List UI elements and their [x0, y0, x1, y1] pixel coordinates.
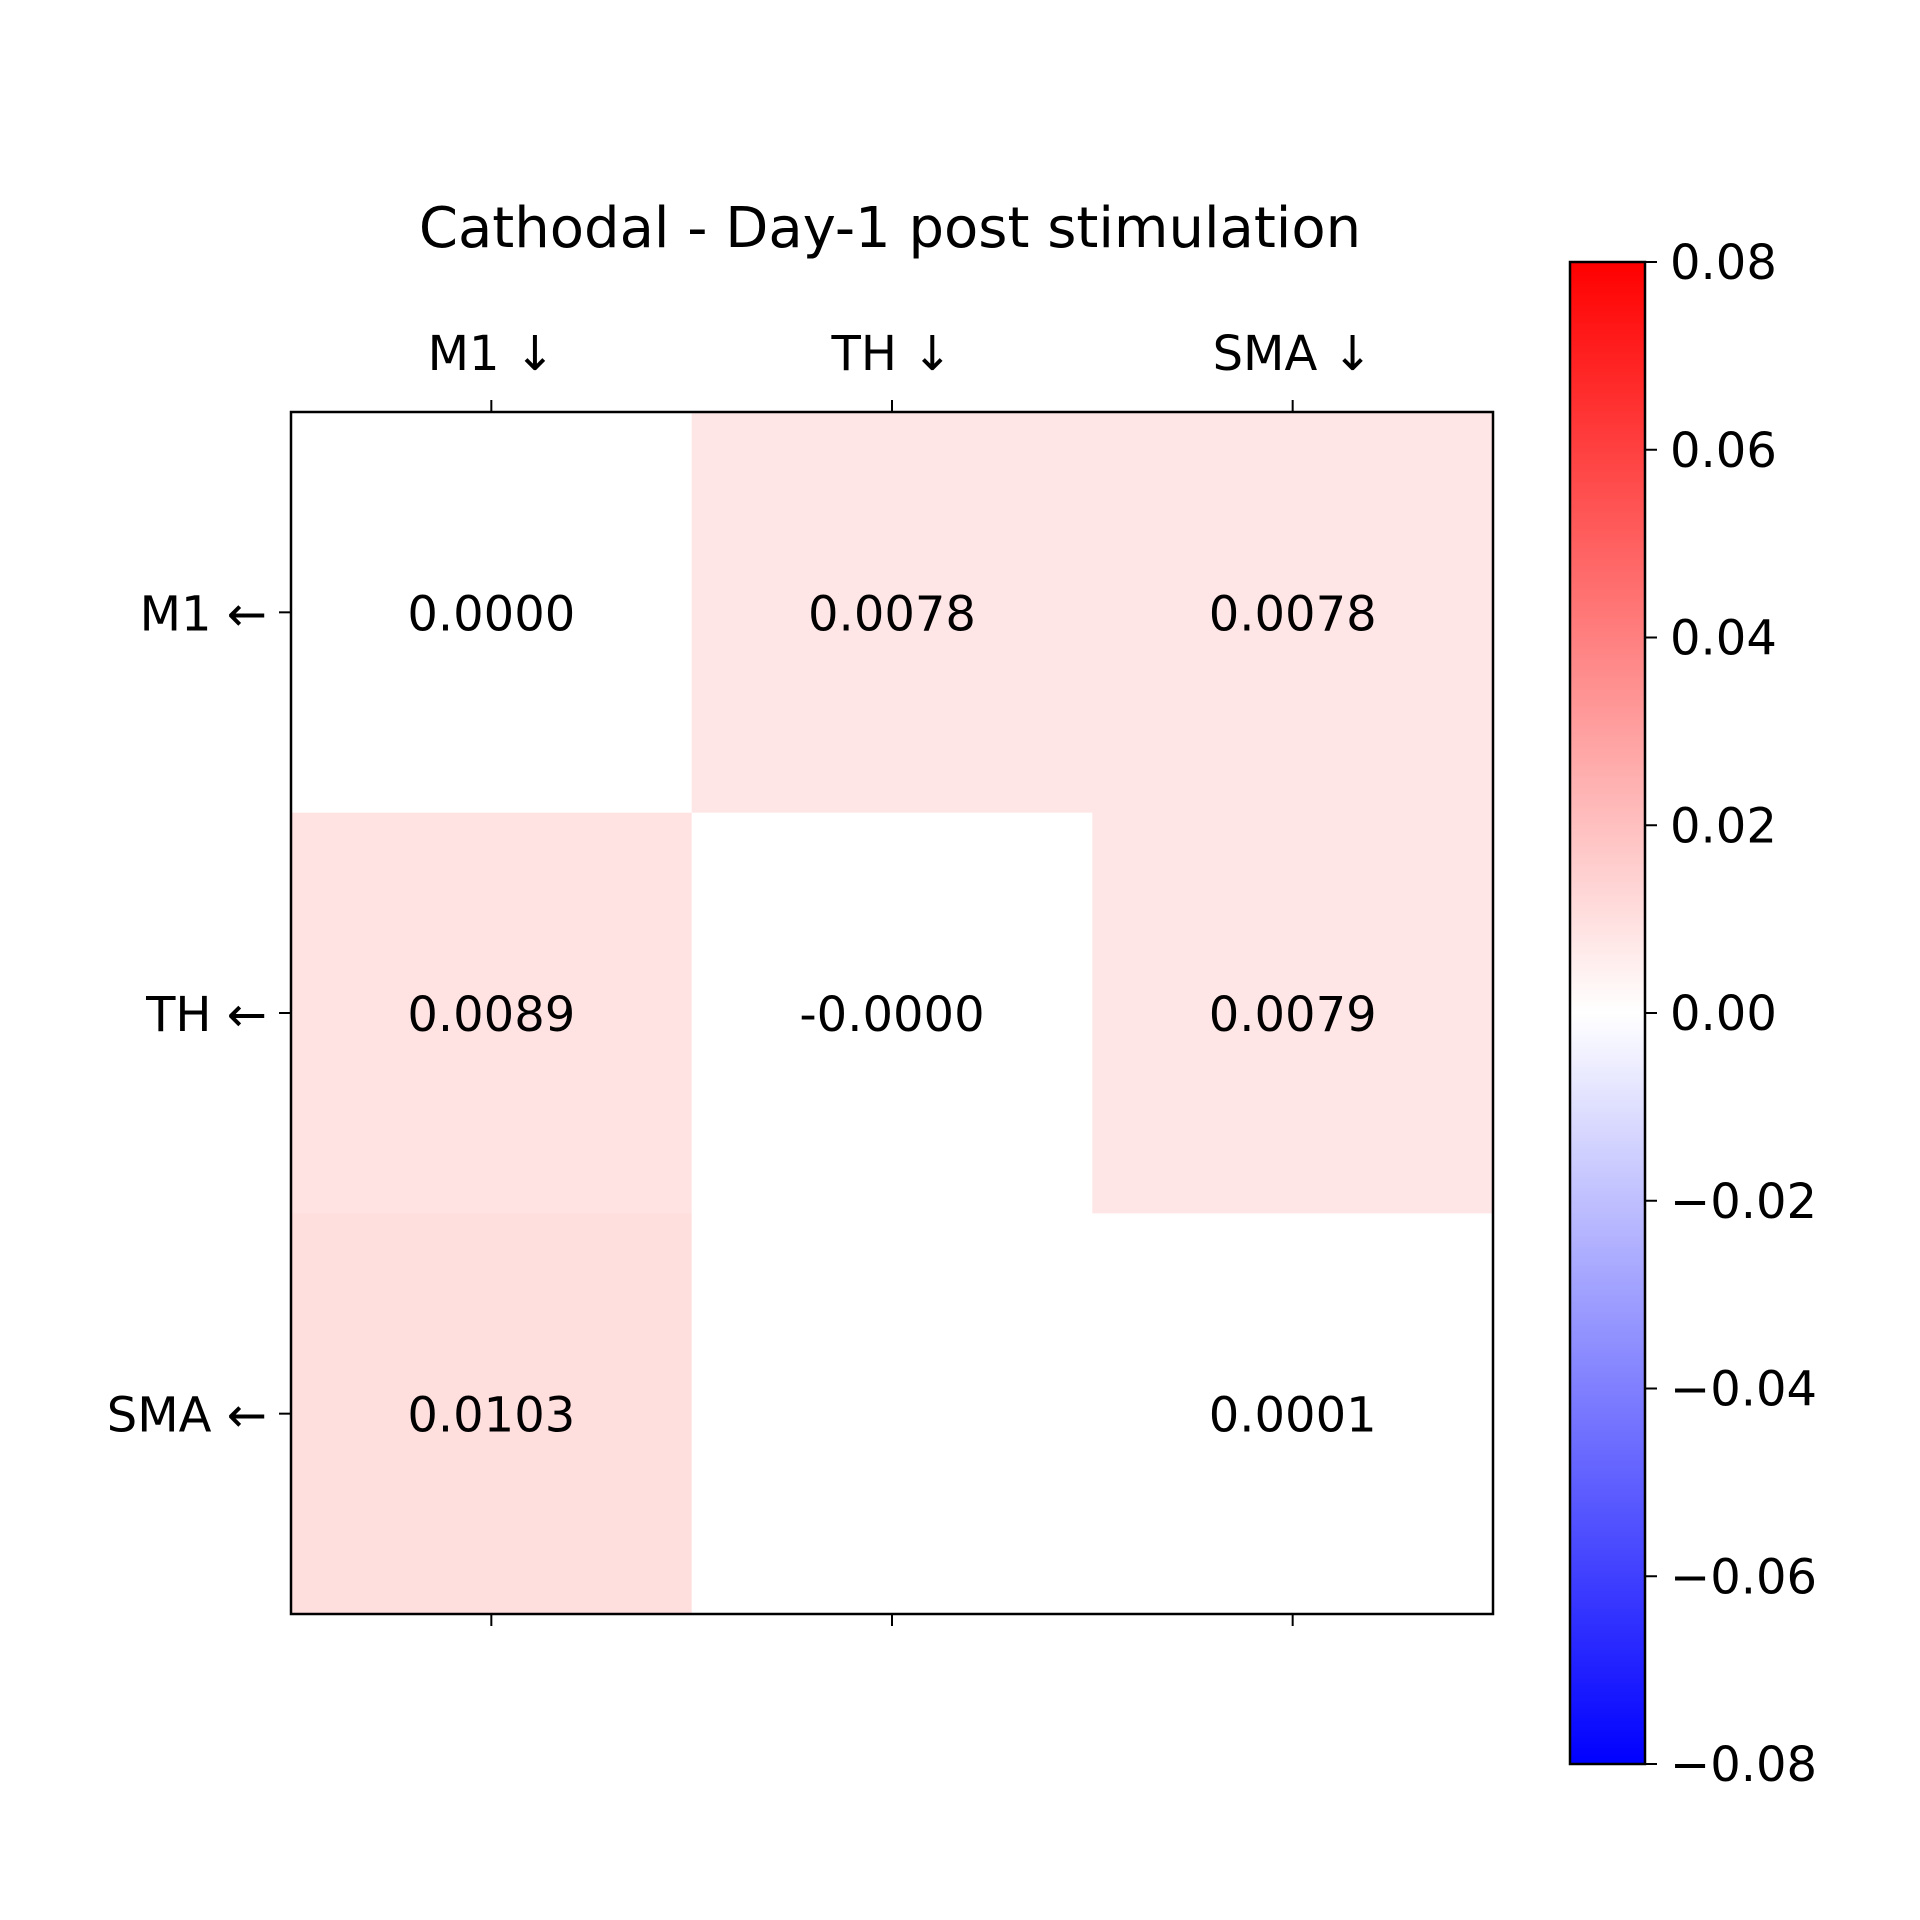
heatmap-cell — [291, 412, 693, 814]
column-label: TH ↓ — [831, 326, 953, 382]
heatmap-cell — [691, 812, 1093, 1214]
heatmap-cell — [1092, 812, 1494, 1214]
cell-value-label: 0.0089 — [407, 987, 575, 1043]
colorbar-tick-label: 0.00 — [1670, 986, 1777, 1042]
column-label: SMA ↓ — [1213, 326, 1373, 382]
colorbar-tick-label: 0.06 — [1670, 423, 1777, 479]
chart-title: Cathodal - Day-1 post stimulation — [419, 196, 1361, 261]
heatmap-cell — [691, 1213, 1093, 1615]
heatmap-cell — [291, 812, 693, 1214]
cell-value-label: 0.0078 — [808, 586, 976, 642]
colorbar-tick-label: −0.02 — [1670, 1174, 1817, 1230]
heatmap-cell — [1092, 1213, 1494, 1615]
heatmap-cell — [1092, 412, 1494, 814]
colorbar-tick-label: −0.04 — [1670, 1362, 1817, 1418]
colorbar-tick-label: 0.04 — [1670, 611, 1777, 667]
cell-value-label: 0.0000 — [407, 586, 575, 642]
heatmap-cell — [691, 412, 1093, 814]
colorbar-tick-label: 0.02 — [1670, 798, 1777, 854]
colorbar-axis: 0.08 0.06 0.04 0.02 0.00 −0.02 −0.04 −0.06 −0.08 — [1645, 235, 1817, 1793]
heatmap-cell — [291, 1213, 693, 1615]
heatmap-axes: M1 ↓ TH ↓ SMA ↓ M1 ← TH ← SMA ← — [107, 326, 1373, 1626]
cell-value-label: 0.0079 — [1209, 987, 1377, 1043]
heatmap-cells: 0.0000 0.0078 0.0078 0.0089 -0.0000 0.0079 0.0… — [291, 412, 1494, 1615]
colorbar — [1568, 260, 1647, 1766]
cell-value-label: 0.0001 — [1209, 1388, 1377, 1444]
colorbar-tick-label: −0.06 — [1670, 1549, 1817, 1605]
cell-value-label: 0.0103 — [407, 1388, 575, 1444]
colorbar-tick-label: −0.08 — [1670, 1737, 1817, 1793]
row-label: SMA ← — [107, 1388, 267, 1444]
cell-value-label: -0.0000 — [799, 987, 984, 1043]
colorbar-tick-label: 0.08 — [1670, 235, 1777, 291]
row-label: TH ← — [145, 987, 267, 1043]
column-label: M1 ↓ — [428, 326, 555, 382]
row-label: M1 ← — [140, 586, 267, 642]
cell-value-label: 0.0078 — [1209, 586, 1377, 642]
